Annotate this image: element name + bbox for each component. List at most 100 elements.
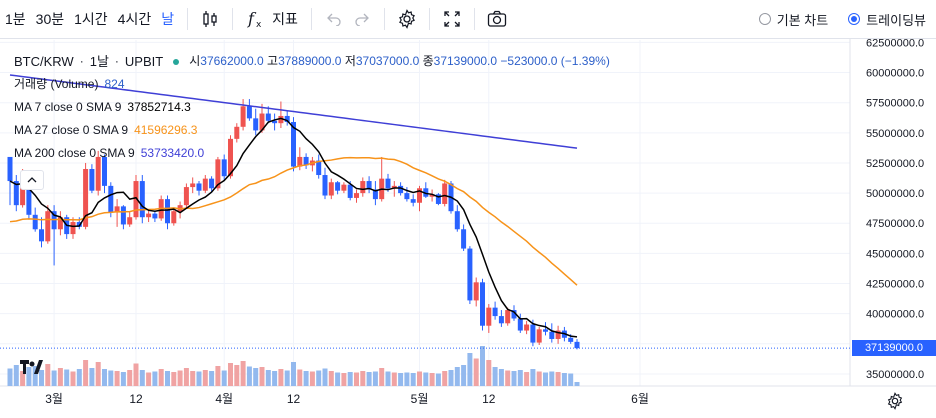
candle-body xyxy=(228,138,233,177)
candle-body xyxy=(13,181,19,206)
candle-body xyxy=(316,160,322,176)
volume-bar xyxy=(410,373,416,386)
candle-body xyxy=(133,181,139,218)
volume-bar xyxy=(234,365,240,386)
volume-bar xyxy=(297,369,303,386)
legend-sep: · xyxy=(114,54,119,68)
toolbar-divider xyxy=(232,8,234,30)
volume-bar xyxy=(177,370,183,386)
symbol-row: BTC/KRW · 1날 · UPBIT 시37662000.0 고378890… xyxy=(14,50,610,73)
candle-body xyxy=(442,183,448,204)
candle-body xyxy=(20,175,26,206)
volume-bar xyxy=(114,371,120,386)
candle-body xyxy=(574,341,580,349)
price-chart[interactable]: 62500000.0 60000000.0 57500000.0 55000000.0… xyxy=(0,39,936,418)
ma7-legend-row[interactable]: MA 7 close 0 SMA 9 37852714.3 xyxy=(14,96,610,119)
tradingview-logo xyxy=(20,360,43,374)
high-label: 고 xyxy=(267,54,279,68)
volume-bar xyxy=(398,373,404,386)
volume-bar xyxy=(32,366,38,386)
candle-body xyxy=(70,222,76,235)
candle-body xyxy=(536,329,542,343)
candle-body xyxy=(322,175,328,196)
volume-bar xyxy=(83,360,89,386)
settings-button[interactable] xyxy=(393,0,421,38)
candle-body xyxy=(461,229,467,249)
volume-bar xyxy=(202,370,208,386)
volume-label: 거래량 (Volume) xyxy=(14,77,99,91)
candle-body xyxy=(372,189,378,200)
volume-bar xyxy=(133,363,139,386)
interval-30m[interactable]: 30분 xyxy=(35,11,65,27)
collapse-legend-button[interactable] xyxy=(20,170,44,190)
time-tick-label: 12 xyxy=(287,392,301,406)
time-tick-label: 3월 xyxy=(45,392,63,406)
interval-1m[interactable]: 1분 xyxy=(5,11,26,27)
symbol-name[interactable]: BTC/KRW xyxy=(14,54,74,69)
undo-button[interactable] xyxy=(320,0,348,38)
volume-bar xyxy=(555,372,561,386)
volume-bar xyxy=(196,371,202,386)
candle-body xyxy=(196,183,202,191)
redo-button[interactable] xyxy=(348,0,376,38)
undo-icon xyxy=(326,13,341,26)
ma27-legend-row[interactable]: MA 27 close 0 SMA 9 41596296.3 xyxy=(14,119,610,142)
volume-bar xyxy=(13,365,19,386)
toolbar-divider xyxy=(310,8,312,30)
indicators-label: 지표 xyxy=(272,11,298,27)
candle-body xyxy=(328,182,334,196)
fullscreen-button[interactable] xyxy=(438,0,466,38)
interval-4h[interactable]: 4시간 xyxy=(117,11,152,27)
candle-body xyxy=(39,229,44,242)
candle-body xyxy=(366,181,372,190)
volume-bar xyxy=(303,371,309,386)
volume-bar xyxy=(341,373,347,386)
volume-bar xyxy=(511,371,517,386)
screenshot-button[interactable] xyxy=(483,0,511,38)
volume-bar xyxy=(39,370,44,386)
chart-settings-button[interactable] xyxy=(884,390,906,412)
ma27-label: MA 27 close 0 SMA 9 xyxy=(14,123,129,137)
candle-type-button[interactable] xyxy=(196,0,224,38)
candle-body xyxy=(385,178,391,189)
tradingview-label: 트레이딩뷰 xyxy=(866,12,926,28)
basic-chart-option[interactable]: 기본 차트 xyxy=(749,10,838,29)
candle-body xyxy=(209,178,215,189)
volume-legend-row[interactable]: 거래량 (Volume) 824 xyxy=(14,73,610,96)
candle-body xyxy=(76,222,82,227)
candle-body xyxy=(435,194,441,204)
volume-bar xyxy=(102,369,107,386)
interval-day[interactable]: 날 xyxy=(156,0,179,38)
volume-bar xyxy=(372,371,378,386)
candle-body xyxy=(259,113,265,131)
tradingview-option[interactable]: 트레이딩뷰 xyxy=(838,10,936,29)
interval-1h[interactable]: 1시간 xyxy=(74,11,108,27)
candle-body xyxy=(114,206,120,213)
volume-bar xyxy=(568,373,574,386)
candle-body xyxy=(165,199,170,224)
candle-body xyxy=(284,115,290,122)
volume-bar xyxy=(57,368,63,386)
legend-sep: · xyxy=(79,54,84,68)
ma200-legend-row[interactable]: MA 200 close 0 SMA 9 53733420.0 xyxy=(14,142,610,165)
candle-body xyxy=(139,181,145,218)
volume-bar xyxy=(454,367,460,386)
volume-bar xyxy=(228,363,233,386)
high-value: 37889000.0 xyxy=(278,54,342,68)
candle-body xyxy=(83,168,89,227)
change-value: −523000.0 (−1.39%) xyxy=(500,54,610,68)
camera-icon xyxy=(487,10,507,27)
ma200-line xyxy=(9,74,578,149)
volume-value: 824 xyxy=(104,77,125,91)
market-status-dot xyxy=(173,58,180,65)
volume-bar xyxy=(366,372,372,386)
volume-bar xyxy=(7,368,13,386)
candle-body xyxy=(505,310,511,324)
volume-bar xyxy=(183,368,189,386)
candle-body xyxy=(517,318,523,331)
candle-body xyxy=(221,159,227,177)
volume-bar xyxy=(272,371,278,386)
fullscreen-icon xyxy=(444,11,460,27)
